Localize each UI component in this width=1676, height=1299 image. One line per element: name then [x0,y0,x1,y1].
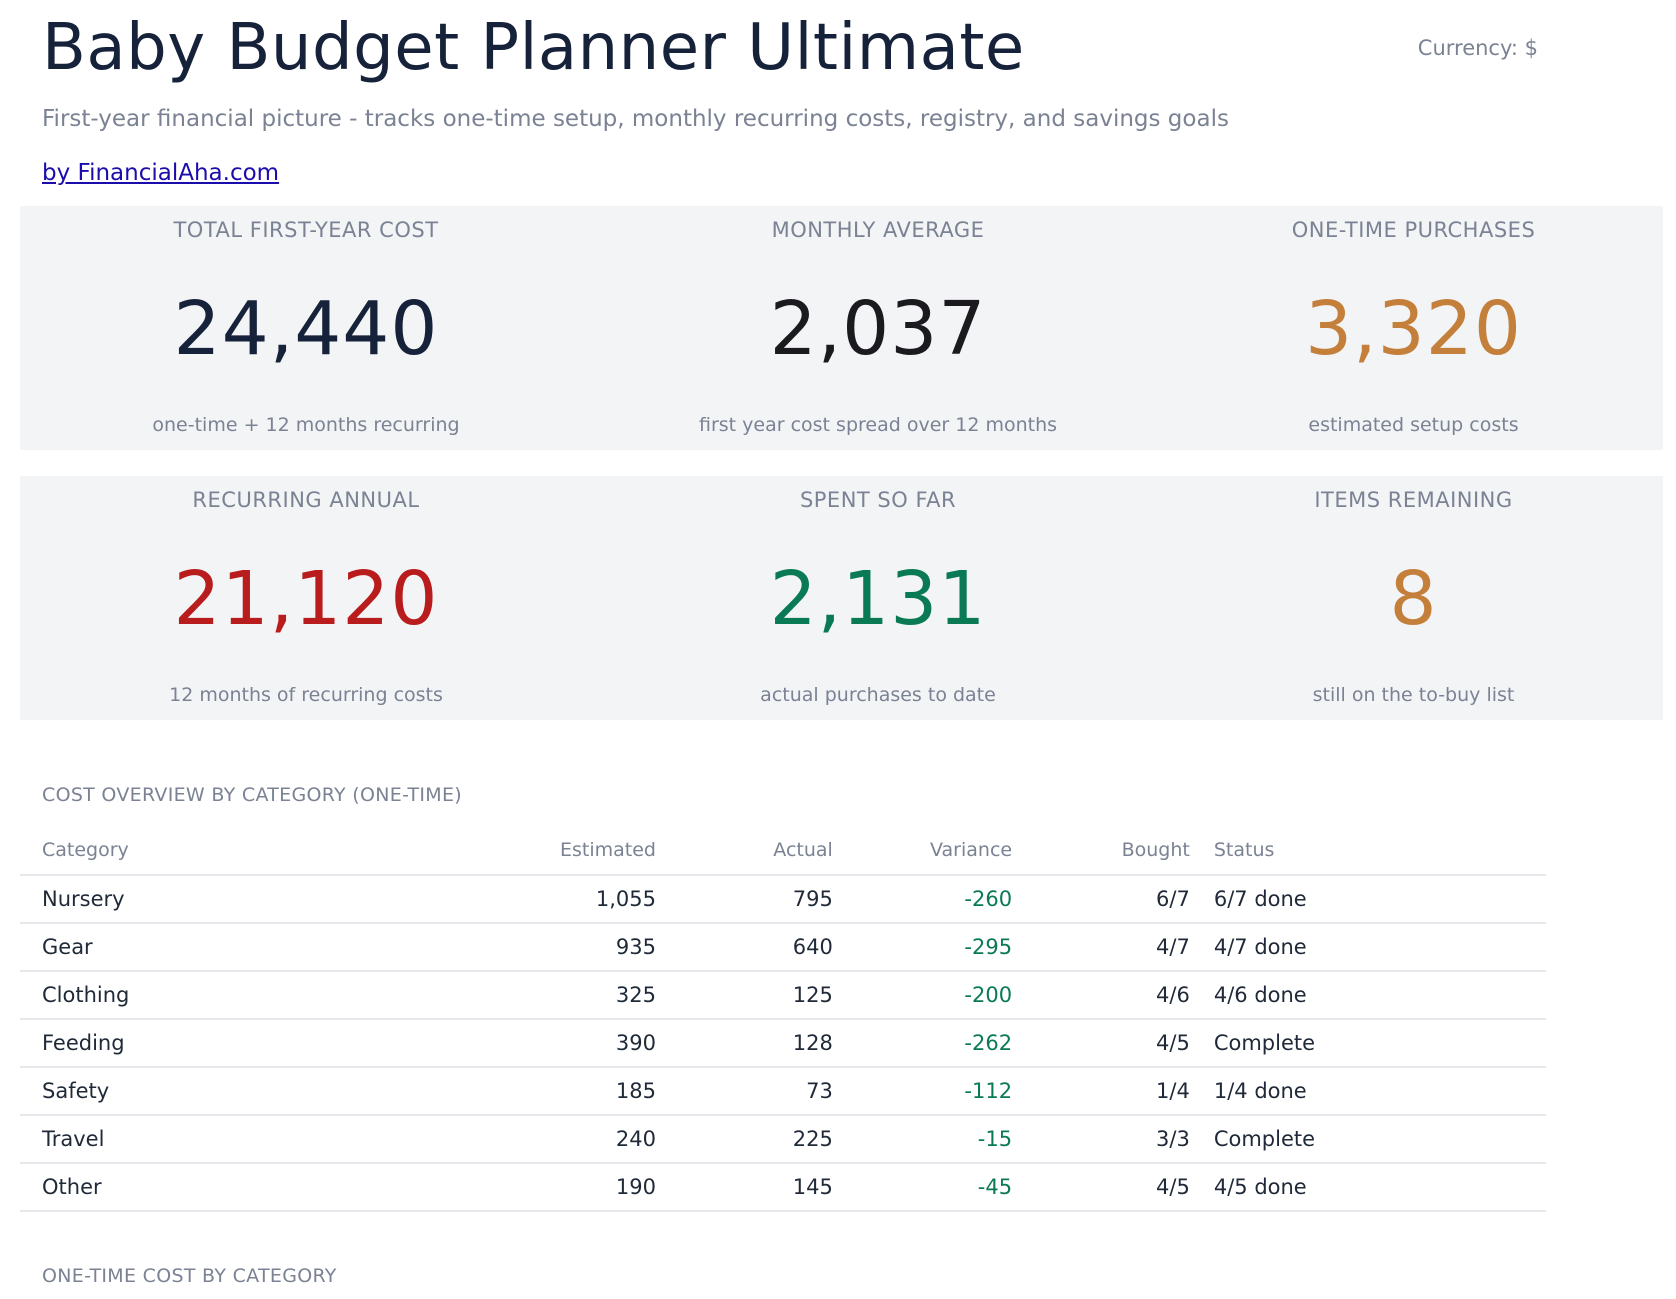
variance-cell: -262 [832,1019,1013,1068]
column-header-variance[interactable]: Variance [832,826,1013,876]
kpi-label: RECURRING ANNUAL [192,488,420,512]
category-cell: Other [20,1163,560,1212]
bought-cell: 1/4 [1012,1067,1190,1116]
table-row[interactable]: Nursery 1,055 795 -260 6/7 6/7 done [20,875,1546,924]
currency-indicator: Currency: $ [1417,36,1538,60]
column-header-estimated[interactable]: Estimated [560,826,656,876]
table-row[interactable]: Feeding 390 128 -262 4/5 Complete [20,1019,1546,1068]
actual-cell: 145 [655,1163,833,1212]
kpi-value: 2,131 [769,556,987,642]
category-cell: Gear [20,923,560,972]
column-header-category[interactable]: Category [20,826,560,876]
status-cell: Complete [1189,1019,1546,1068]
kpi-note: actual purchases to date [760,684,996,706]
kpi-value: 21,120 [173,556,439,642]
category-cell: Safety [20,1067,560,1116]
category-cell: Feeding [20,1019,560,1068]
variance-cell: -15 [832,1115,1013,1164]
column-header-bought[interactable]: Bought [1012,826,1190,876]
estimated-cell: 325 [560,971,656,1020]
category-cell: Nursery [20,875,560,924]
kpi-label: SPENT SO FAR [799,488,957,512]
status-cell: 1/4 done [1189,1067,1546,1116]
status-cell: 4/5 done [1189,1163,1546,1212]
bought-cell: 6/7 [1012,875,1190,924]
page-title: Baby Budget Planner Ultimate [42,11,1025,85]
actual-cell: 225 [655,1115,833,1164]
bought-cell: 4/5 [1012,1163,1190,1212]
kpi-band-bottom: RECURRING ANNUAL 21,120 12 months of rec… [20,476,1663,720]
kpi-card-one-time-purchases: ONE-TIME PURCHASES 3,320 estimated setup… [1164,206,1663,450]
byline-link[interactable]: by FinancialAha.com [42,160,280,186]
estimated-cell: 190 [560,1163,656,1212]
actual-cell: 73 [655,1067,833,1116]
bought-cell: 3/3 [1012,1115,1190,1164]
actual-cell: 640 [655,923,833,972]
estimated-cell: 390 [560,1019,656,1068]
kpi-note: estimated setup costs [1308,414,1519,436]
kpi-value: 3,320 [1305,286,1522,372]
kpi-card-recurring-annual: RECURRING ANNUAL 21,120 12 months of rec… [20,476,592,720]
kpi-band-top: TOTAL FIRST-YEAR COST 24,440 one-time + … [20,206,1663,450]
category-cell: Clothing [20,971,560,1020]
page-subtitle: First-year financial picture - tracks on… [42,106,1229,132]
cost-overview-table: Category Estimated Actual Variance Bough… [20,826,1546,1212]
table-row[interactable]: Gear 935 640 -295 4/7 4/7 done [20,923,1546,972]
actual-cell: 795 [655,875,833,924]
variance-cell: -45 [832,1163,1013,1212]
kpi-value: 2,037 [769,286,987,372]
estimated-cell: 1,055 [560,875,656,924]
kpi-label: ITEMS REMAINING [1314,488,1513,512]
kpi-card-monthly-average: MONTHLY AVERAGE 2,037 first year cost sp… [592,206,1164,450]
variance-cell: -260 [832,875,1013,924]
column-header-status[interactable]: Status [1189,826,1546,876]
table-row[interactable]: Travel 240 225 -15 3/3 Complete [20,1115,1546,1164]
kpi-card-spent-so-far: SPENT SO FAR 2,131 actual purchases to d… [592,476,1164,720]
variance-cell: -200 [832,971,1013,1020]
variance-cell: -295 [832,923,1013,972]
table-row[interactable]: Safety 185 73 -112 1/4 1/4 done [20,1067,1546,1116]
status-cell: 6/7 done [1189,875,1546,924]
section-title-one-time-cost-by-category: ONE-TIME COST BY CATEGORY [42,1265,337,1287]
kpi-note: still on the to-buy list [1312,684,1515,706]
bought-cell: 4/5 [1012,1019,1190,1068]
status-cell: Complete [1189,1115,1546,1164]
kpi-value: 24,440 [173,286,439,372]
kpi-label: TOTAL FIRST-YEAR COST [173,218,439,242]
status-cell: 4/7 done [1189,923,1546,972]
estimated-cell: 240 [560,1115,656,1164]
kpi-note: one-time + 12 months recurring [152,414,460,436]
status-cell: 4/6 done [1189,971,1546,1020]
variance-cell: -112 [832,1067,1013,1116]
kpi-label: MONTHLY AVERAGE [771,218,985,242]
kpi-card-items-remaining: ITEMS REMAINING 8 still on the to-buy li… [1164,476,1663,720]
table-row[interactable]: Clothing 325 125 -200 4/6 4/6 done [20,971,1546,1020]
estimated-cell: 935 [560,923,656,972]
column-header-actual[interactable]: Actual [655,826,833,876]
actual-cell: 128 [655,1019,833,1068]
section-title-cost-overview: COST OVERVIEW BY CATEGORY (ONE-TIME) [42,784,463,806]
estimated-cell: 185 [560,1067,656,1116]
table-header-row: Category Estimated Actual Variance Bough… [20,826,1546,876]
kpi-card-total-first-year-cost: TOTAL FIRST-YEAR COST 24,440 one-time + … [20,206,592,450]
category-cell: Travel [20,1115,560,1164]
kpi-label: ONE-TIME PURCHASES [1291,218,1536,242]
kpi-note: 12 months of recurring costs [169,684,443,706]
kpi-value: 8 [1389,556,1438,642]
bought-cell: 4/7 [1012,923,1190,972]
table-row[interactable]: Other 190 145 -45 4/5 4/5 done [20,1163,1546,1212]
kpi-note: first year cost spread over 12 months [698,414,1058,436]
bought-cell: 4/6 [1012,971,1190,1020]
header: Baby Budget Planner Ultimate [42,8,1676,88]
actual-cell: 125 [655,971,833,1020]
